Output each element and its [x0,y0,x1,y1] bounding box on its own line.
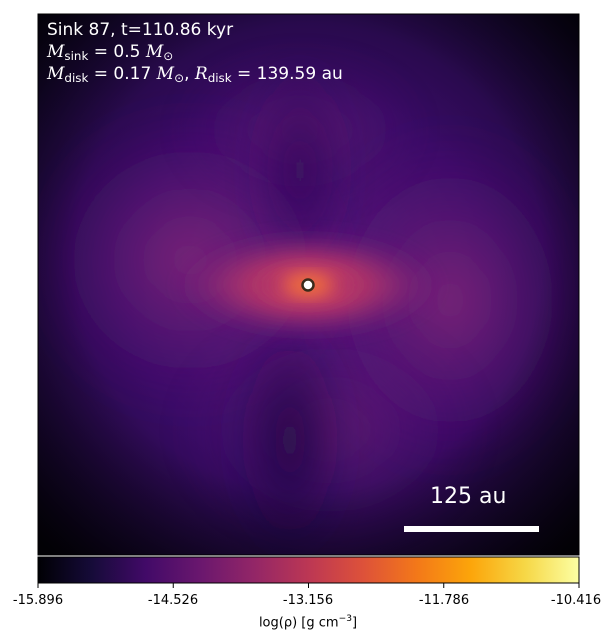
colorbar-label: log(ρ) [g cm−3] [258,614,358,631]
colorbar-tick-label: -14.526 [147,593,199,608]
disk-properties: Mdisk = 0.17 M⊙, Rdisk = 139.59 au [47,64,343,85]
density-map [38,14,579,555]
colorbar-tick-label: -15.896 [12,593,64,608]
colorbar [37,556,580,584]
colorbar-tick-label: -13.156 [282,593,334,608]
scale-bar [404,526,539,532]
colorbar-tick-label: -11.786 [418,593,470,608]
colorbar-tick-label: -10.416 [550,593,602,608]
colorbar-ticks [37,583,580,588]
sink-title: Sink 87, t=110.86 kyr [47,20,234,40]
sink-mass: Msink = 0.5 M⊙ [47,42,174,63]
plot-frame [37,13,580,556]
sink-marker [301,278,315,292]
scale-bar-label: 125 au [430,484,507,509]
